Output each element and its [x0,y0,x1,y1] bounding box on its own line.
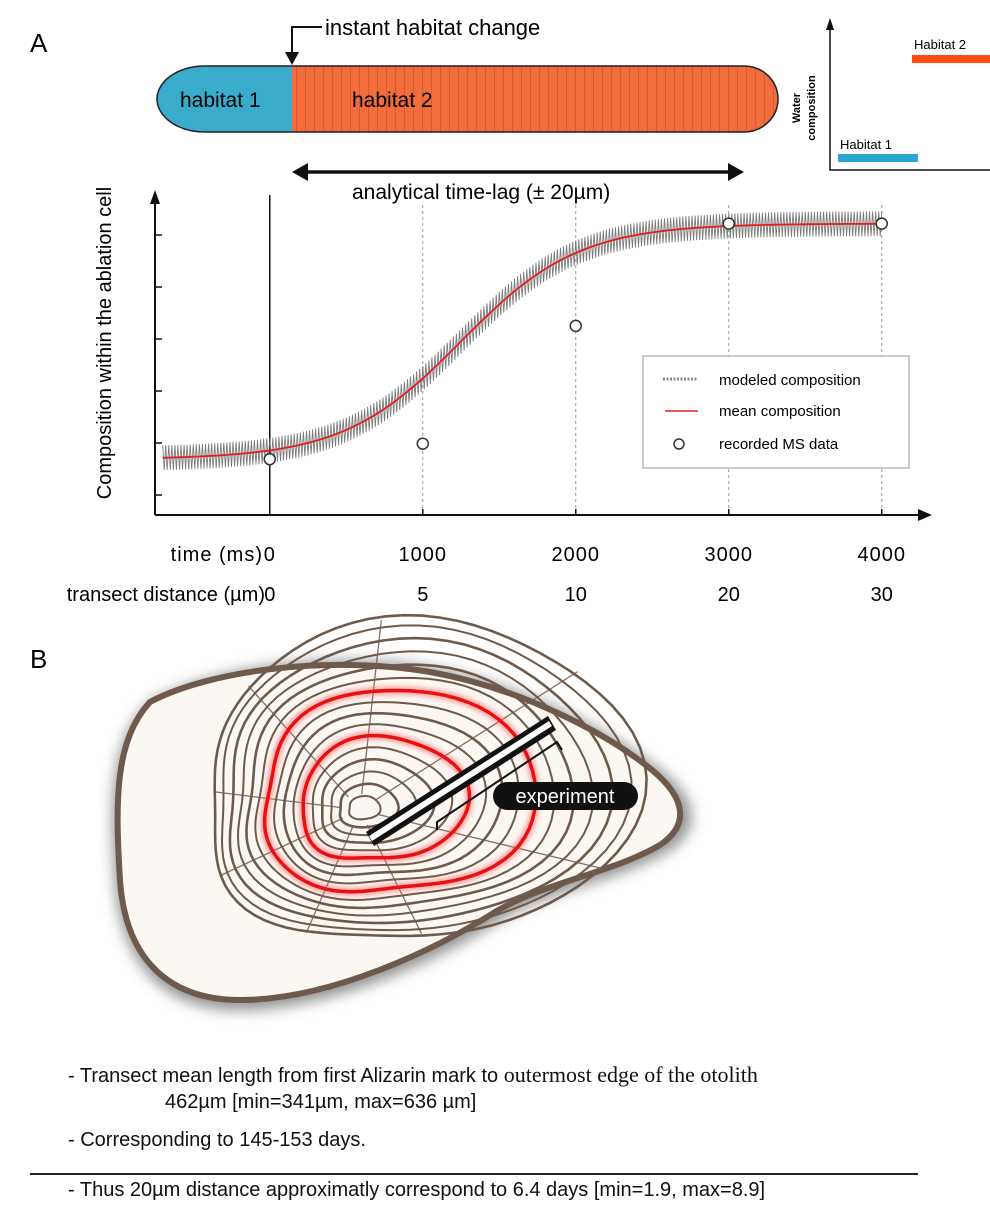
divider [30,1173,918,1175]
experiment-bracket [436,740,563,830]
figure: A habitat 1 habitat 2 instant habitat ch… [30,15,990,1010]
inset-habitat-2-label: Habitat 2 [914,37,966,52]
chart-legend: modeled composition mean composition rec… [642,355,910,469]
inset-habitat-1-label: Habitat 1 [840,137,892,152]
radial-line [221,817,344,876]
inset-habitat-2-line [912,55,990,63]
otolith-diagram: experiment [112,613,692,1010]
notes-section: - Transect mean length from first Alizar… [0,1050,990,1210]
alizarin-mark [262,688,538,894]
legend-mean-label: mean composition [719,403,841,420]
growth-ring [282,711,504,877]
alizarin-mark [301,733,472,860]
experiment-label: experiment [516,786,615,808]
x-tick-label-time: 2000 [552,544,601,566]
habitat-1-label: habitat 1 [180,89,261,112]
growth-ring [311,746,454,852]
recorded-ms-point [416,437,429,450]
x-axis-arrowhead [918,509,932,521]
panel-a-label: A [30,28,48,58]
growth-ring [338,782,400,829]
note-transect-length-text: - Transect mean length from first Alizar… [68,1065,504,1087]
instant-habitat-change-label: instant habitat change [325,15,540,40]
inset-ylabel-line2: composition [806,75,818,141]
x-tick-label-time: 0 [264,544,276,566]
legend-recorded-swatch [673,438,685,450]
growth-ring [292,723,488,868]
transect-bar [366,716,556,846]
radial-line [378,814,605,870]
radial-line [305,824,355,934]
y-axis-arrowhead [150,190,160,204]
growth-ring [236,650,595,917]
growth-ring [254,676,556,902]
time-lag-arrow: analytical time-lag (± 20µm) [292,163,744,204]
x-tick-label-time: 1000 [399,544,448,566]
habitat-2-label: habitat 2 [352,89,433,112]
legend-modeled-label: modeled composition [719,372,861,389]
recorded-ms-point [875,217,888,230]
x-tick-label-time: 4000 [858,544,907,566]
water-composition-inset: Water composition Habitat 1 Habitat 2 [791,18,990,171]
radial-line [247,685,349,798]
x-tick-label-distance: 20 [718,584,740,606]
inset-ylabel-line1: Water [791,92,803,123]
legend-recorded-label: recorded MS data [719,436,839,453]
note-transect-length-serif: outermost edge of the otolith [503,1062,758,1087]
y-axis-label: Composition within the ablation cell [94,187,116,499]
experiment-label-background [493,782,638,810]
growth-ring [348,795,382,821]
time-lag-label: analytical time-lag (± 20µm) [352,181,610,204]
recorded-ms-point [569,319,582,333]
x-tick-label-time: 3000 [705,544,754,566]
note-transect-length: - Transect mean length from first Alizar… [68,1062,758,1088]
panel-b-label: B [30,644,47,674]
growth-ring [220,624,633,932]
note-conversion: - Thus 20µm distance approximatly corres… [68,1179,766,1201]
x-tick-label-distance: 0 [264,584,275,606]
inset-habitat-1-line [838,154,918,162]
growth-ring [320,758,436,845]
habitat-1-segment [157,66,292,132]
habitat-bar: habitat 1 habitat 2 [156,65,779,133]
growth-ring [213,613,648,938]
x-tick-label-distance: 10 [565,584,587,606]
distance-row-label: transect distance (µm) [67,584,265,606]
growth-ring [228,636,615,925]
mean-composition-line [162,222,882,459]
note-transect-values: 462µm [min=341µm, max=636 µm] [165,1091,477,1113]
radial-line [361,619,383,795]
modeled-composition-band [162,211,883,471]
growth-ring [245,663,575,910]
alizarin-marks [260,685,541,897]
recorded-ms-point [263,452,276,466]
x-tick-label-distance: 30 [871,584,893,606]
radial-line [375,671,578,801]
radial-line [214,791,341,809]
note-days: - Corresponding to 145-153 days. [68,1129,366,1151]
growth-ring [273,701,520,885]
composition-chart: 0 0 1000 5 2000 10 3000 20 4000 30 [150,190,932,606]
instant-habitat-change-marker: instant habitat change [285,15,540,65]
x-tick-label-distance: 5 [417,584,428,606]
recorded-ms-point [722,217,735,230]
otolith-growth-rings [213,613,648,938]
time-row-label: time (ms) [171,544,263,566]
